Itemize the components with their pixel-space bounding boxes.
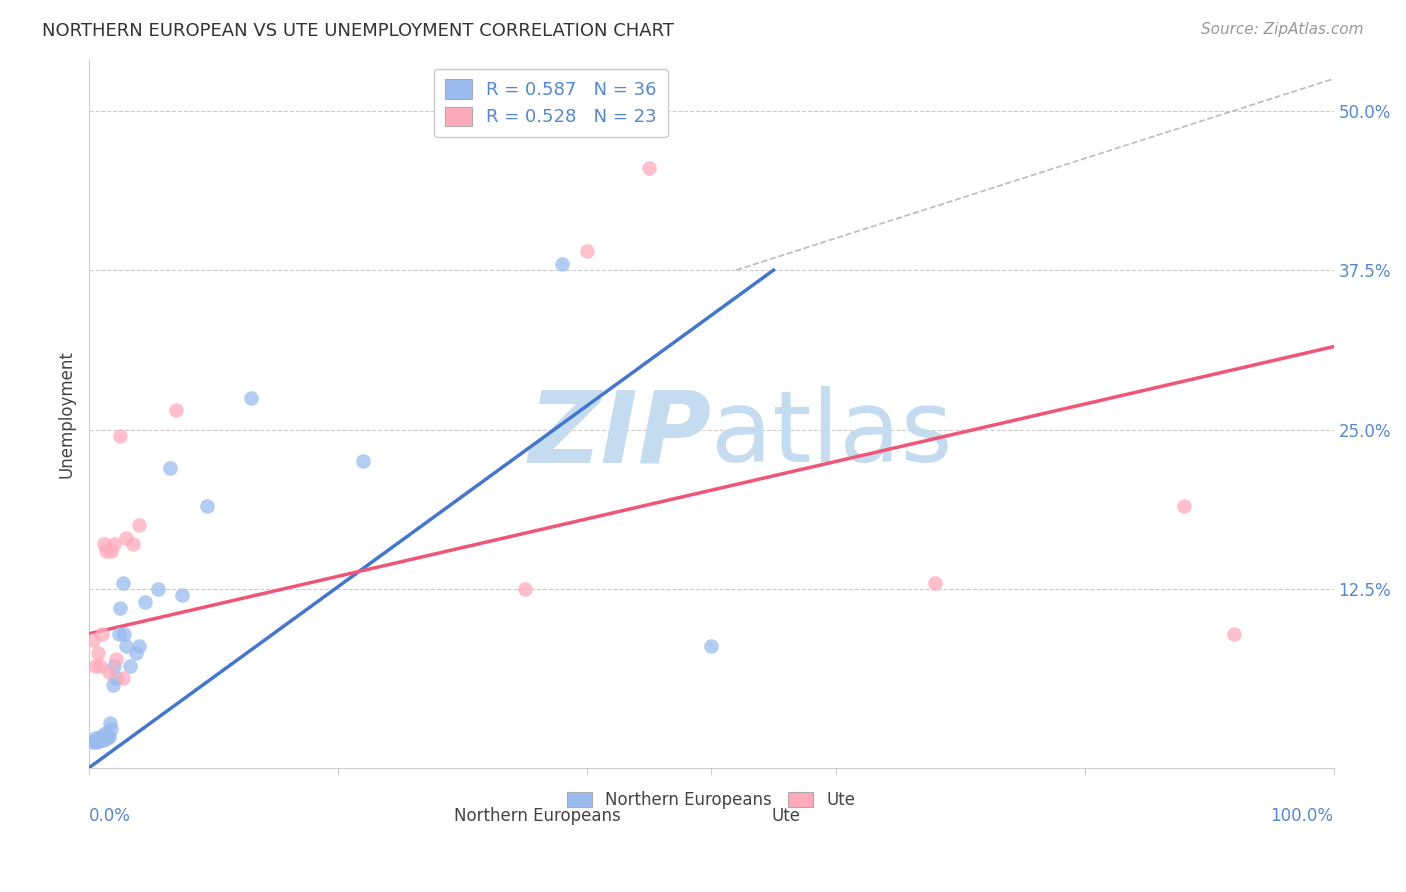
Point: [111, 575, 134, 590]
Point: [90, 731, 112, 746]
Point: [1223, 626, 1246, 640]
Text: Source: ZipAtlas.com: Source: ZipAtlas.com: [1201, 22, 1364, 37]
Point: [82, 735, 104, 749]
Point: [125, 646, 148, 660]
Point: [924, 575, 946, 590]
Text: NORTHERN EUROPEAN VS UTE UNEMPLOYMENT CORRELATION CHART: NORTHERN EUROPEAN VS UTE UNEMPLOYMENT CO…: [42, 22, 675, 40]
Point: [84, 658, 107, 673]
Legend: R = 0.587   N = 36, R = 0.528   N = 23: R = 0.587 N = 36, R = 0.528 N = 23: [434, 69, 668, 137]
Point: [352, 454, 374, 468]
Point: [90, 626, 112, 640]
Point: [128, 518, 150, 533]
Point: [86, 735, 108, 749]
Point: [98, 730, 121, 744]
Point: [111, 672, 134, 686]
Point: [89, 730, 111, 744]
Point: [700, 640, 723, 654]
Point: [134, 595, 156, 609]
Point: [513, 582, 536, 596]
Point: [96, 543, 118, 558]
Point: [100, 543, 122, 558]
Text: 100.0%: 100.0%: [1271, 806, 1333, 824]
Text: Ute: Ute: [772, 806, 800, 824]
Point: [91, 729, 114, 743]
Y-axis label: Unemployment: Unemployment: [58, 350, 75, 477]
Point: [97, 729, 120, 743]
Point: [93, 732, 115, 747]
Point: [100, 723, 122, 737]
Point: [128, 640, 150, 654]
Point: [165, 403, 187, 417]
Point: [195, 499, 218, 513]
Point: [1173, 499, 1195, 513]
Text: 0.0%: 0.0%: [89, 806, 131, 824]
Point: [93, 537, 115, 551]
Point: [103, 537, 125, 551]
Point: [84, 731, 107, 746]
Point: [108, 601, 131, 615]
Point: [638, 161, 661, 175]
Point: [115, 531, 138, 545]
Point: [112, 626, 135, 640]
Text: atlas: atlas: [711, 386, 953, 483]
Point: [121, 537, 143, 551]
Point: [82, 633, 104, 648]
Text: ZIP: ZIP: [529, 386, 711, 483]
Point: [108, 626, 131, 640]
Point: [98, 665, 121, 679]
Point: [115, 640, 138, 654]
Point: [94, 726, 117, 740]
Point: [87, 646, 110, 660]
Point: [172, 589, 194, 603]
Point: [89, 658, 111, 673]
Point: [83, 734, 105, 748]
Point: [96, 731, 118, 746]
Point: [120, 658, 142, 673]
Point: [551, 257, 574, 271]
Point: [103, 658, 125, 673]
Point: [146, 582, 169, 596]
Point: [159, 461, 181, 475]
Point: [87, 734, 110, 748]
Point: [105, 672, 128, 686]
Point: [108, 429, 131, 443]
Point: [575, 244, 598, 258]
Point: [98, 716, 121, 731]
Point: [101, 678, 124, 692]
Point: [105, 652, 128, 666]
Point: [239, 391, 262, 405]
Point: [87, 732, 110, 747]
Text: Northern Europeans: Northern Europeans: [454, 806, 620, 824]
